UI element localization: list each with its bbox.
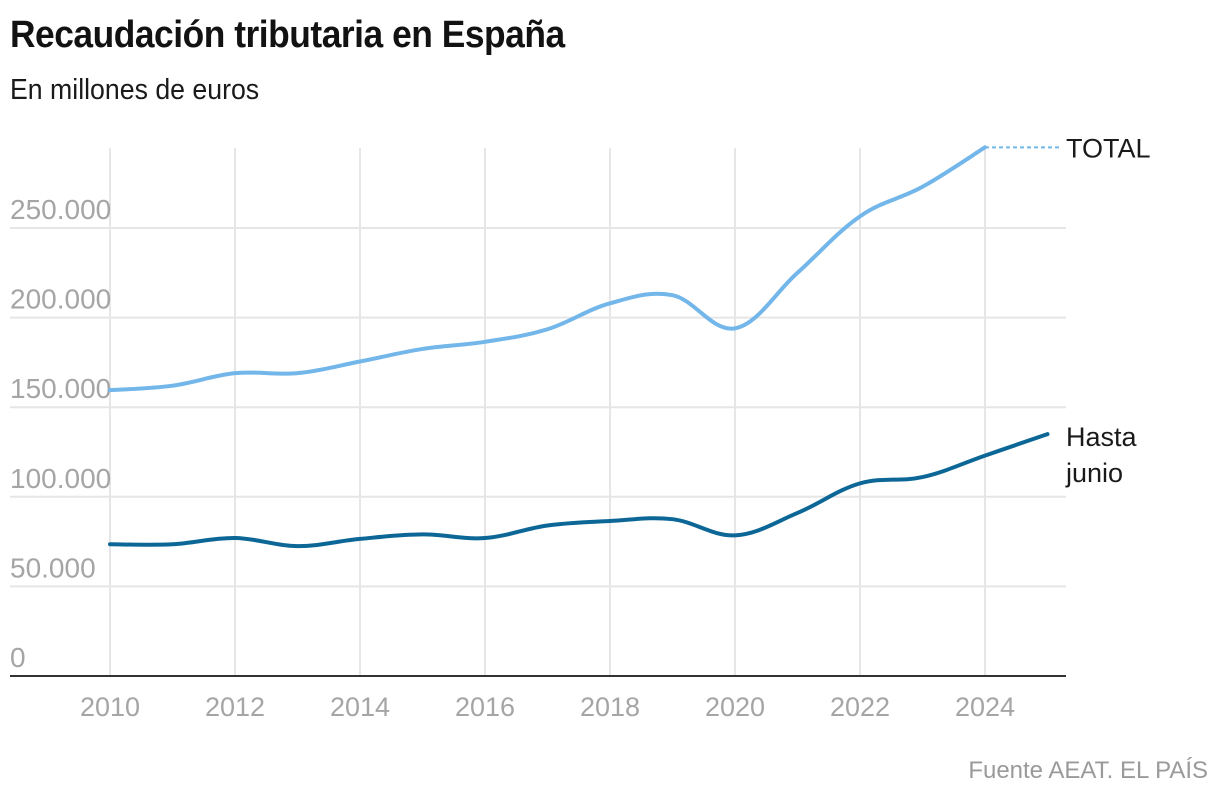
series-label-hasta-junio: Hasta junio bbox=[1065, 422, 1138, 488]
series-lines bbox=[108, 145, 1050, 549]
x-axis-ticks: 2010 2012 2014 2016 2018 2020 2022 2024 bbox=[80, 692, 1015, 722]
chart-subtitle: En millones de euros bbox=[10, 74, 260, 106]
x-tick-label: 2020 bbox=[705, 692, 765, 722]
y-gridlines bbox=[10, 227, 1066, 588]
y-tick-label: 150.000 bbox=[10, 373, 111, 404]
series-line-hasta-junio bbox=[108, 432, 1050, 549]
series-label-total: TOTAL bbox=[1066, 133, 1151, 163]
x-tick-label: 2016 bbox=[455, 692, 515, 722]
x-tick-label: 2018 bbox=[580, 692, 640, 722]
chart-title: Recaudación tributaria en España bbox=[10, 14, 565, 56]
x-tick-label: 2014 bbox=[330, 692, 390, 722]
series-labels: TOTAL Hasta junio bbox=[985, 133, 1151, 488]
y-tick-label: 200.000 bbox=[10, 284, 111, 315]
x-gridlines bbox=[109, 148, 986, 676]
y-tick-label: 250.000 bbox=[10, 194, 111, 225]
y-tick-label: 100.000 bbox=[10, 463, 111, 494]
x-tick-label: 2024 bbox=[955, 692, 1015, 722]
y-axis-ticks: 0 50.000 100.000 150.000 200.000 250.000 bbox=[10, 194, 111, 673]
y-tick-label: 50.000 bbox=[10, 552, 96, 583]
x-tick-label: 2012 bbox=[205, 692, 265, 722]
source-note: Fuente AEAT. EL PAÍS bbox=[968, 757, 1208, 784]
x-tick-label: 2010 bbox=[80, 692, 140, 722]
series-line-total bbox=[108, 145, 987, 393]
y-tick-label: 0 bbox=[10, 642, 26, 673]
x-tick-label: 2022 bbox=[830, 692, 890, 722]
